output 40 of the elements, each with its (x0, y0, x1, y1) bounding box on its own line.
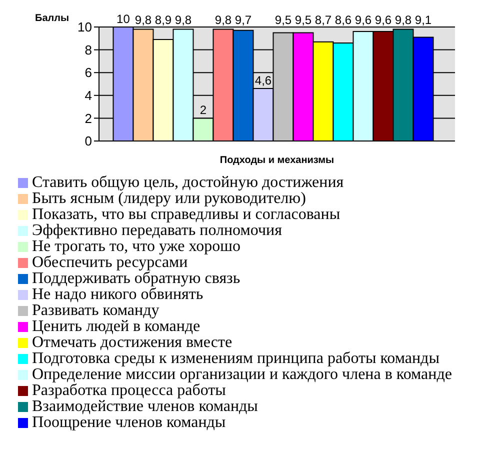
data-label: 9,6 (354, 13, 372, 27)
legend-label: Поощрение членов команды (32, 414, 226, 431)
legend-label: Отмечать достижения вместе (32, 334, 232, 351)
data-label: 9,1 (414, 13, 432, 27)
y-tick-label: 10 (78, 20, 92, 35)
y-tick-label: 4 (84, 88, 92, 104)
y-tick-label: 6 (84, 65, 92, 80)
data-label: 10 (116, 12, 130, 26)
x-axis-title: Подходы и механизмы (220, 155, 334, 166)
legend-label: Разработка процесса работы (32, 382, 226, 399)
data-label: 4,6 (254, 74, 272, 88)
data-label: 9,8 (174, 13, 192, 27)
legend-label: Не трогать то, что уже хорошо (32, 238, 240, 255)
legend-label: Поддерживать обратную связь (32, 270, 240, 287)
data-label: 9,7 (234, 13, 252, 27)
legend-label: Ценить людей в команде (32, 318, 200, 335)
data-label: 9,5 (274, 13, 292, 27)
legend-label: Взаимодействие членов команды (32, 398, 258, 415)
data-label: 9,5 (294, 13, 312, 27)
legend-label: Определение миссии организации и каждого члена в команде (32, 366, 452, 383)
legend-label: Показать, что вы справедливы и согласованы (32, 206, 340, 223)
y-tick-label: 8 (84, 42, 92, 58)
legend-label: Ставить общую цель, достойную достижения (32, 174, 344, 191)
legend-label: Подготовка среды к изменениям принципа работы команды (32, 350, 440, 367)
data-label: 8,7 (314, 13, 332, 27)
y-tick-label: 2 (84, 110, 92, 126)
data-label: 9,8 (214, 13, 232, 27)
data-label: 8,9 (154, 13, 172, 27)
data-label: 2 (200, 103, 207, 118)
data-label: 9,6 (374, 13, 392, 27)
data-label: 8,6 (334, 13, 352, 27)
legend-label: Не надо никого обвинять (32, 286, 204, 303)
legend-label: Быть ясным (лидеру или руководителю) (32, 190, 306, 207)
y-tick-label: 0 (84, 134, 92, 149)
legend-label: Развивать команду (32, 302, 160, 319)
data-label: 9,8 (394, 13, 412, 27)
legend-label: Обеспечить ресурсами (32, 254, 188, 271)
legend-label: Эффективно передавать полномочия (32, 222, 282, 239)
y-axis-title: Баллы (35, 13, 69, 24)
data-label: 9,8 (134, 13, 152, 27)
